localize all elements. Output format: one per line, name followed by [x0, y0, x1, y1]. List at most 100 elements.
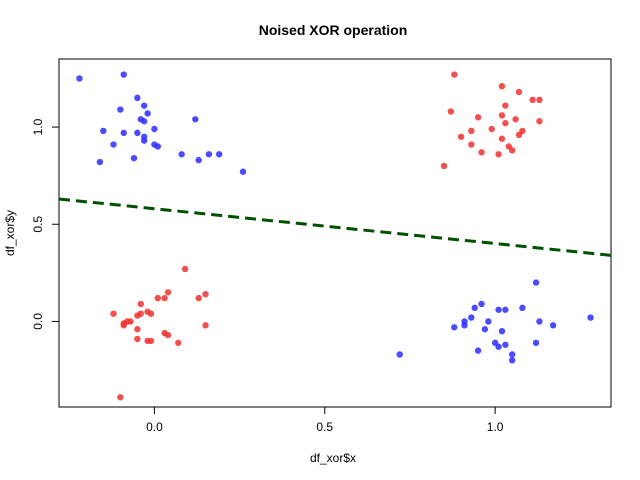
red-point — [495, 151, 502, 158]
blue-point — [508, 351, 516, 358]
blue-point — [140, 118, 148, 125]
red-point — [451, 71, 458, 78]
red-point — [134, 335, 141, 343]
blue-point — [120, 129, 127, 137]
blue-point — [519, 304, 526, 312]
blue-point — [468, 314, 475, 321]
blue-point — [478, 300, 485, 308]
blue-point — [587, 314, 594, 321]
blue-point — [536, 318, 543, 325]
red-point — [478, 149, 485, 156]
red-point — [110, 310, 117, 317]
x-tick-label: 0.5 — [316, 420, 333, 434]
blue-point — [140, 137, 148, 144]
blue-point — [532, 279, 540, 286]
blue-point — [451, 324, 458, 331]
red-point — [468, 127, 475, 135]
x-tick-label: 0.0 — [146, 420, 163, 434]
red-point — [457, 133, 465, 140]
y-tick-label: 1.0 — [31, 118, 45, 135]
red-point — [147, 337, 155, 345]
red-point — [137, 310, 144, 317]
blue-point — [502, 306, 509, 313]
blue-point — [215, 151, 223, 158]
blue-point — [495, 306, 502, 313]
blue-point — [485, 318, 492, 325]
red-point — [120, 322, 127, 329]
red-point — [498, 135, 506, 142]
red-point — [512, 116, 519, 123]
y-axis-label: df_xor$y — [3, 210, 17, 256]
red-point — [134, 326, 141, 333]
red-point — [202, 291, 209, 298]
red-point — [117, 394, 124, 401]
red-point — [195, 294, 202, 302]
blue-point — [154, 143, 162, 150]
x-tick-label: 1.0 — [487, 420, 504, 434]
red-point — [447, 108, 455, 115]
red-point — [502, 102, 509, 109]
blue-point — [140, 102, 148, 109]
red-point — [529, 96, 536, 104]
blue-point — [461, 322, 468, 329]
blue-point — [151, 125, 158, 133]
red-point — [440, 162, 448, 170]
blue-point — [96, 158, 104, 166]
blue-point — [100, 127, 107, 135]
blue-point — [502, 341, 509, 348]
blue-point — [549, 322, 557, 329]
red-point — [164, 331, 172, 339]
blue-point — [532, 339, 540, 347]
blue-point — [134, 94, 141, 102]
blue-point — [120, 71, 127, 78]
red-point — [468, 141, 475, 148]
blue-point — [205, 151, 213, 158]
data-points — [76, 71, 594, 401]
red-point — [164, 289, 172, 296]
red-point — [474, 114, 482, 121]
red-point — [515, 131, 523, 139]
red-point — [536, 118, 543, 125]
red-point — [175, 339, 182, 347]
blue-point — [144, 110, 151, 117]
blue-point — [471, 304, 478, 312]
blue-point — [474, 347, 482, 354]
blue-point — [134, 129, 141, 137]
x-axis-label: df_xor$x — [310, 451, 356, 465]
chart-title: Noised XOR operation — [259, 22, 408, 38]
red-point — [161, 294, 168, 302]
blue-point — [495, 343, 502, 350]
plot-frame — [58, 58, 612, 408]
decision-line-group — [58, 197, 612, 257]
red-point — [202, 322, 209, 329]
red-point — [154, 294, 162, 302]
blue-point — [192, 116, 199, 123]
red-point — [536, 96, 543, 104]
red-point — [508, 147, 516, 154]
blue-point — [396, 351, 403, 358]
blue-point — [498, 327, 506, 335]
y-tick-label: 0.5 — [31, 216, 45, 233]
blue-point — [508, 357, 516, 364]
blue-point — [76, 75, 83, 82]
red-point — [488, 125, 495, 133]
blue-point — [178, 151, 185, 158]
blue-point — [239, 168, 247, 175]
red-point — [515, 88, 523, 96]
blue-point — [481, 326, 489, 333]
y-tick-label: 0.0 — [31, 313, 45, 330]
red-point — [498, 112, 506, 119]
red-point — [502, 119, 509, 127]
red-point — [498, 83, 506, 90]
blue-point — [130, 154, 138, 162]
x-axis: 0.0 0.5 1.0 — [146, 406, 504, 434]
blue-point — [117, 106, 124, 113]
red-point — [137, 300, 144, 308]
red-point — [147, 310, 155, 317]
red-point — [181, 265, 189, 273]
blue-point — [195, 156, 202, 164]
y-axis: 0.0 0.5 1.0 — [31, 118, 60, 330]
blue-point — [110, 141, 117, 148]
decision-line — [58, 197, 612, 257]
